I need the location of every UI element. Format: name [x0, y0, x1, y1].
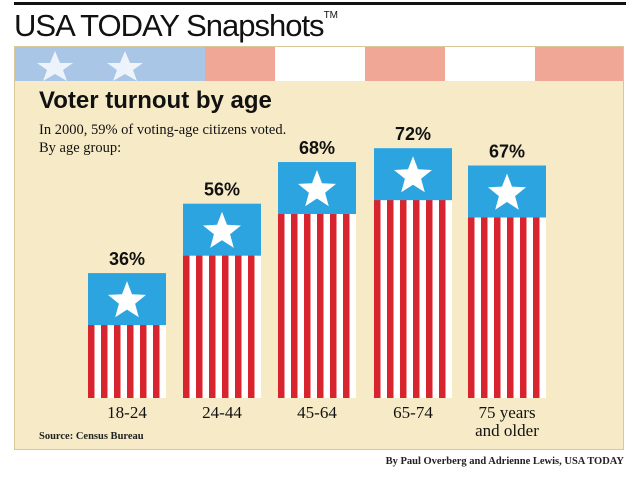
category-label: 65-74 — [393, 403, 433, 422]
star-icon — [108, 281, 146, 318]
bar-stripe — [317, 213, 324, 398]
bar-stripe — [248, 254, 255, 398]
category-label: 75 years — [478, 403, 535, 422]
bar-stripe — [507, 216, 514, 398]
bar-stripe — [330, 213, 337, 398]
chart-subtitle: In 2000, 59% of voting-age citizens vote… — [39, 122, 287, 156]
bar-stripe — [374, 199, 381, 398]
value-label: 68% — [299, 138, 335, 158]
bar-stripe — [183, 254, 190, 398]
bar-stripe — [426, 199, 433, 398]
bar-stripe — [153, 324, 160, 398]
bar-stripe — [140, 324, 147, 398]
credit-line: By Paul Overberg and Adrienne Lewis, USA… — [385, 456, 624, 467]
bar-stripe — [400, 199, 407, 398]
top-rule — [14, 2, 626, 5]
brand-title: USA TODAY SnapshotsTM — [14, 8, 338, 44]
value-label: 67% — [489, 142, 525, 162]
value-label: 56% — [204, 180, 240, 200]
star-icon — [488, 173, 526, 210]
bar-stripe — [114, 324, 121, 398]
bar-stripe — [196, 254, 203, 398]
bar-stripe — [343, 213, 350, 398]
star-icon — [394, 156, 432, 193]
bar-stripe — [481, 216, 488, 398]
bar-stripe — [291, 213, 298, 398]
brand-text: USA TODAY Snapshots — [14, 8, 325, 43]
category-label: and older — [475, 421, 539, 440]
bar-stripe — [533, 216, 540, 398]
bar-stripe — [278, 213, 285, 398]
category-label: 45-64 — [297, 403, 337, 422]
bar-stripe — [235, 254, 242, 398]
star-icon — [203, 211, 241, 248]
bar-stripe — [468, 216, 475, 398]
bar-stripe — [387, 199, 394, 398]
bar-stripe — [222, 254, 229, 398]
bar-stripe — [209, 254, 216, 398]
bar-stripe — [520, 216, 527, 398]
value-label: 72% — [395, 124, 431, 144]
bar-stripe — [304, 213, 311, 398]
flag-banner — [15, 47, 623, 81]
category-label: 18-24 — [107, 403, 147, 422]
bar-stripe — [494, 216, 501, 398]
source-note: Source: Census Bureau — [39, 431, 144, 442]
trademark-mark: TM — [323, 10, 339, 21]
bar-stripe — [413, 199, 420, 398]
category-label: 24-44 — [202, 403, 242, 422]
bar-stripe — [439, 199, 446, 398]
bar-stripe — [101, 324, 108, 398]
bar-stripe — [127, 324, 134, 398]
bar-stripe — [88, 324, 95, 398]
star-icon — [298, 170, 336, 207]
value-label: 36% — [109, 249, 145, 269]
chart-title: Voter turnout by age — [39, 87, 272, 114]
